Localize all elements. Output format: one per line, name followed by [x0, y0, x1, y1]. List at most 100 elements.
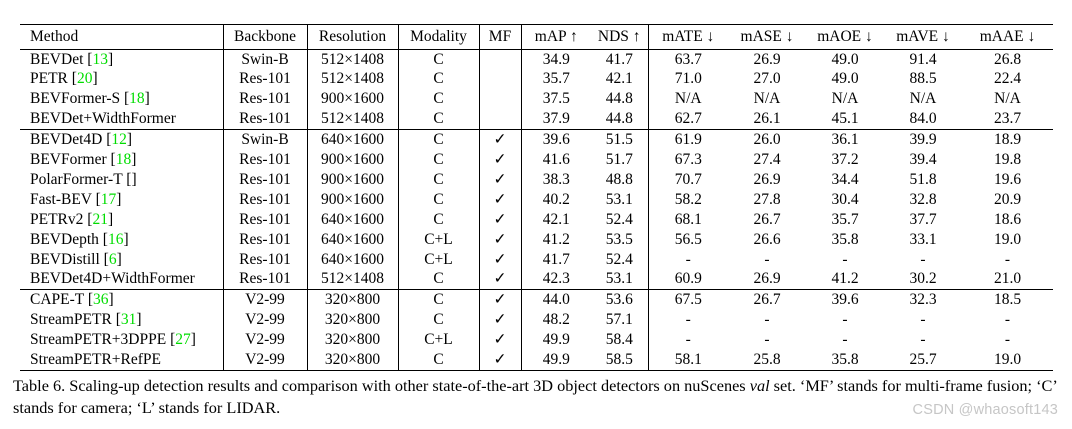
resolution-cell: 320×800: [307, 350, 399, 371]
method-cell: BEVDet+WidthFormer: [20, 109, 224, 130]
header-maae: mAAE ↓: [962, 24, 1053, 50]
header-nds: NDS ↑: [591, 24, 649, 50]
map-cell: 34.9: [542, 50, 570, 68]
citation-number: 31: [120, 311, 137, 329]
table-row: PolarFormer-T [] Res-101 900×1600 C ✓ 38.3 48.…: [20, 169, 1053, 190]
mf-cell: [479, 69, 522, 90]
mf-cell: ✓: [479, 169, 522, 190]
mate-cell: 56.5: [674, 230, 702, 248]
header-mate: mATE ↓: [648, 24, 728, 50]
citation-number: 21: [92, 210, 108, 228]
modality-cell: C+L: [398, 229, 480, 250]
table-row: StreamPETR [31] V2-99 320×800 C ✓ 48.2 57.1 - - -…: [20, 310, 1053, 331]
resolution-cell: 320×800: [307, 310, 399, 331]
method-cell: CAPE-T [36]: [20, 289, 224, 311]
citation-number: 18: [115, 151, 132, 169]
maoe-cell: -: [842, 250, 848, 268]
nds-cell: 51.7: [591, 150, 649, 170]
method-cell: BEVDet [13]: [20, 49, 224, 70]
backbone-cell: Res-101: [223, 150, 308, 170]
mase-cell: -: [764, 331, 770, 349]
method-name: BEVDistill: [30, 250, 100, 268]
backbone-cell: Swin-B: [223, 49, 308, 70]
citation-number: 6: [108, 250, 117, 268]
mf-cell: ✓: [479, 269, 522, 290]
maae-cell: 20.9: [993, 190, 1022, 208]
modality-cell: C: [398, 310, 480, 331]
mf-cell: ✓: [479, 229, 522, 250]
maoe-cell: 41.2: [831, 270, 859, 288]
mf-cell: ✓: [479, 189, 522, 210]
backbone-cell: Res-101: [223, 169, 308, 190]
maoe-cell: 34.4: [831, 170, 859, 188]
nds-cell: 58.4: [591, 330, 649, 351]
nds-cell: 44.8: [591, 89, 649, 110]
mate-cell: 71.0: [674, 70, 702, 88]
modality-cell: C+L: [398, 249, 480, 270]
table-row: BEVDet+WidthFormer Res-101 512×1408 C 37.9 44…: [20, 109, 1053, 130]
map-cell: 41.2: [542, 230, 570, 248]
maoe-cell: -: [842, 311, 848, 329]
resolution-cell: 640×1600: [307, 209, 399, 230]
mate-cell: 70.7: [674, 170, 702, 188]
nds-cell: 57.1: [591, 310, 649, 331]
maoe-cell: 49.0: [831, 50, 859, 68]
modality-cell: C: [398, 289, 480, 311]
table-row: BEVFormer [18] Res-101 900×1600 C ✓ 41.6 51.7 6…: [20, 150, 1053, 170]
mate-cell: 58.1: [674, 351, 702, 369]
method-cell: BEVDet4D+WidthFormer: [20, 269, 224, 290]
maae-cell: N/A: [994, 90, 1021, 108]
backbone-cell: Res-101: [223, 269, 308, 290]
mf-cell: [479, 109, 522, 130]
mave-cell: 88.5: [909, 70, 937, 88]
header-mf: MF: [479, 24, 522, 50]
citation-number: 16: [107, 230, 124, 248]
mase-cell: 26.1: [753, 110, 781, 128]
mate-cell: 61.9: [648, 129, 728, 151]
table-row: Fast-BEV [17] Res-101 900×1600 C ✓ 40.2 53.1 58…: [20, 189, 1053, 210]
header-mase: mASE ↓: [728, 24, 806, 50]
map-cell: 40.2: [542, 190, 570, 208]
results-table: Method Backbone Resolution Modality MF m…: [20, 24, 1053, 371]
mf-cell: ✓: [479, 350, 522, 371]
maoe-cell: 39.6: [806, 289, 884, 311]
backbone-cell: Res-101: [223, 109, 308, 130]
mase-cell: 26.9: [753, 50, 781, 68]
nds-cell: 52.4: [591, 249, 649, 270]
resolution-cell: 640×1600: [307, 129, 399, 151]
mase-cell: 26.7: [753, 210, 781, 228]
maoe-cell: 37.2: [831, 151, 859, 169]
mave-cell: 91.4: [909, 50, 937, 68]
resolution-cell: 640×1600: [307, 249, 399, 270]
citation-number: 20: [76, 70, 93, 88]
mate-cell: -: [685, 311, 691, 329]
mf-cell: ✓: [479, 249, 522, 270]
method-name: BEVFormer-S: [30, 90, 121, 108]
mase-cell: 26.9: [753, 170, 781, 188]
mf-cell: ✓: [479, 330, 522, 351]
mate-cell: 67.3: [674, 151, 702, 169]
mave-cell: 84.0: [909, 110, 937, 128]
results-table-container: Method Backbone Resolution Modality MF m…: [20, 24, 1053, 371]
maae-cell: 22.4: [993, 70, 1022, 88]
resolution-cell: 900×1600: [307, 189, 399, 210]
table-row: BEVDet [13] Swin-B 512×1408 C 34.9 41.7 63.7 26…: [20, 49, 1053, 70]
citation-number: 12: [111, 131, 127, 149]
method-cell: BEVDepth [16]: [20, 229, 224, 250]
nds-cell: 48.8: [591, 169, 649, 190]
method-name: BEVDet4D+WidthFormer: [30, 270, 195, 288]
maae-cell: 19.0: [993, 351, 1022, 369]
maae-cell: 21.0: [993, 270, 1022, 288]
nds-cell: 52.4: [591, 209, 649, 230]
nds-cell: 42.1: [591, 69, 649, 90]
maoe-cell: 36.1: [806, 129, 884, 151]
method-cell: BEVFormer [18]: [20, 150, 224, 170]
method-name: CAPE-T: [30, 291, 84, 309]
mase-cell: 27.8: [753, 190, 781, 208]
mate-cell: 62.7: [674, 110, 702, 128]
mate-cell: 68.1: [674, 210, 702, 228]
mase-cell: N/A: [753, 90, 781, 108]
mase-cell: 26.9: [753, 270, 781, 288]
map-cell: 49.9: [542, 331, 570, 349]
header-row: Method Backbone Resolution Modality MF m…: [20, 24, 1053, 50]
